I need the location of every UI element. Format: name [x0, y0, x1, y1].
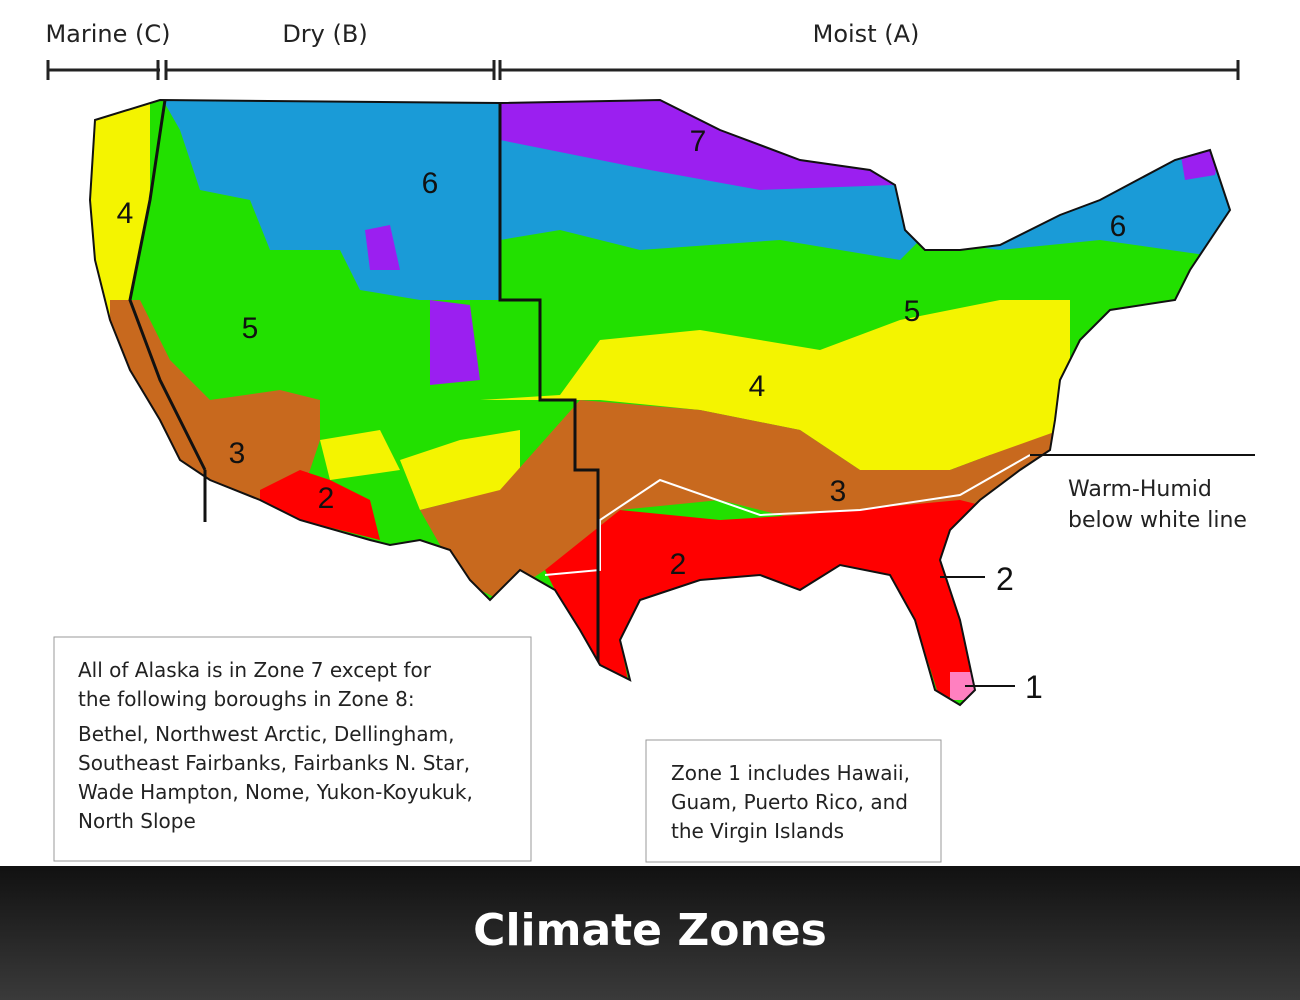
zone1-note-box: [645, 739, 942, 863]
note-line: the Virgin Islands: [671, 819, 844, 843]
map-outline: [88, 98, 1255, 707]
note-line: All of Alaska is in Zone 7 except for: [78, 658, 432, 682]
note-line: the following boroughs in Zone 8:: [78, 687, 415, 711]
callout-text: Warm-Humid: [1068, 477, 1212, 502]
note-line: Zone 1 includes Hawaii,: [671, 761, 910, 785]
region-label: Dry (B): [282, 20, 367, 48]
zone-label: 3: [830, 475, 847, 508]
note-line: North Slope: [78, 809, 196, 833]
header-brackets: [46, 60, 1240, 80]
callout-zone: 2: [996, 561, 1014, 597]
callout-text: below white line: [1068, 508, 1247, 533]
footer: [0, 866, 1300, 1000]
note-line: Southeast Fairbanks, Fairbanks N. Star,: [78, 751, 470, 775]
climate-map: [90, 100, 1230, 705]
zone-label: 5: [904, 295, 921, 328]
zone-label: 2: [318, 482, 335, 515]
zone-label: 5: [242, 312, 259, 345]
zone-label: 4: [117, 197, 134, 230]
region-label: Moist (A): [813, 20, 920, 48]
zone-label: 6: [422, 167, 439, 200]
zone-labels: 7 6 6 4 5 5 4 3 3 2 2: [117, 125, 1127, 581]
zone-label: 3: [229, 437, 246, 470]
zone-label: 7: [690, 125, 707, 158]
callout-zone: 1: [1025, 669, 1043, 705]
note-line: Guam, Puerto Rico, and: [671, 790, 908, 814]
note-line: Bethel, Northwest Arctic, Dellingham,: [78, 722, 454, 746]
zone-label: 4: [749, 370, 766, 403]
region-label: Marine (C): [45, 20, 170, 48]
zone-label: 2: [670, 548, 687, 581]
note-line: Wade Hampton, Nome, Yukon-Koyukuk,: [78, 780, 473, 804]
alaska-note: All of Alaska is in Zone 7 except for the…: [78, 658, 473, 833]
alaska-note-box: [53, 636, 532, 862]
zone1-note: Zone 1 includes Hawaii, Guam, Puerto Rico…: [671, 761, 910, 843]
zone-label: 6: [1110, 210, 1127, 243]
footer-title: Climate Zones: [473, 905, 827, 956]
